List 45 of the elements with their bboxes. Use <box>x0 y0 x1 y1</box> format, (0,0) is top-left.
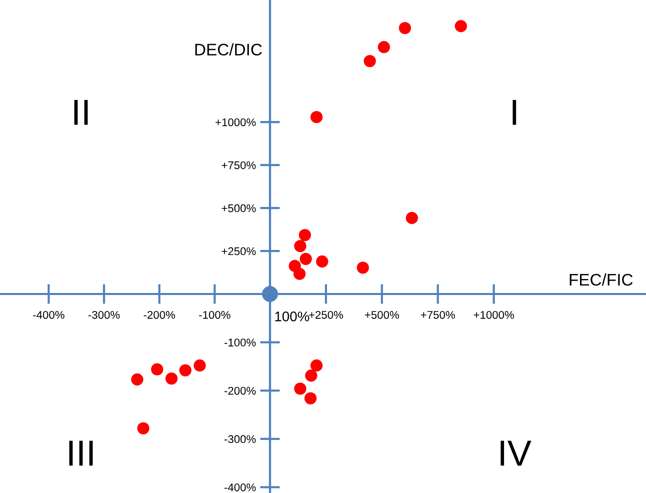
point <box>293 268 306 280</box>
y-tick-label: -400% <box>224 483 256 492</box>
point <box>304 392 317 404</box>
annotation: 100% <box>275 312 310 322</box>
point <box>316 255 328 268</box>
point <box>364 54 376 68</box>
point <box>310 111 323 124</box>
x-tick-label: -200% <box>144 310 176 319</box>
y-tick-label: +750% <box>222 161 256 170</box>
point <box>300 252 312 265</box>
x-tick-label: -400% <box>33 310 64 319</box>
point <box>131 373 144 386</box>
y-tick-label: +500% <box>222 204 256 212</box>
x-tick-label: +1000% <box>474 310 514 319</box>
point <box>310 359 323 372</box>
point <box>165 372 178 385</box>
x-tick-label: +250% <box>309 310 344 319</box>
x-tick-label: -100% <box>199 310 230 319</box>
y-tick-label: +250% <box>222 247 256 256</box>
y-tick-label: -200% <box>224 386 256 395</box>
point <box>406 212 418 224</box>
point <box>137 422 150 434</box>
x-axis-title: FEC/FIC <box>570 273 633 286</box>
x-tick-label: -300% <box>88 310 120 319</box>
point <box>398 22 412 34</box>
y-tick-label: +1000% <box>216 118 256 126</box>
y-tick-label: -100% <box>224 338 256 346</box>
point <box>294 382 306 395</box>
point <box>294 240 306 252</box>
point <box>454 20 467 32</box>
annotation: I <box>512 100 516 125</box>
annotation: III <box>69 440 93 466</box>
point <box>305 370 318 382</box>
point <box>298 228 311 242</box>
y-axis-title: DEC/DIC <box>195 43 262 56</box>
point <box>194 359 206 372</box>
point <box>179 364 192 376</box>
x-tick-label: +500% <box>364 310 399 319</box>
point <box>151 363 164 376</box>
y-tick-label: -300% <box>224 435 256 444</box>
point <box>356 262 369 274</box>
point <box>378 41 390 54</box>
x-tick-label: +750% <box>420 310 455 319</box>
annotation: II <box>74 100 88 125</box>
annotation: IV <box>500 440 532 466</box>
